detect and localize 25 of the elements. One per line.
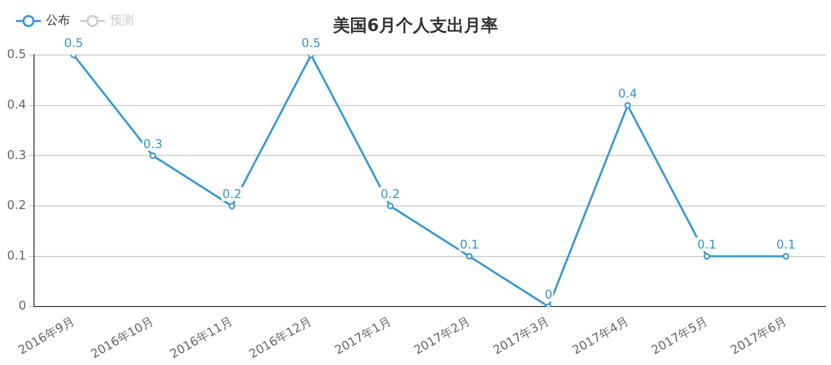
point <box>386 202 394 210</box>
data-label: 0.3 <box>143 136 162 151</box>
data-label: 0.1 <box>460 237 479 252</box>
data-label: 0.1 <box>697 237 716 252</box>
y-tick-label: 0.5 <box>6 47 26 62</box>
data-label: 0.1 <box>776 237 796 252</box>
point <box>150 152 156 159</box>
data-label: 0 <box>544 288 552 302</box>
y-tick-label: 0.4 <box>6 97 26 112</box>
data-label: 0.2 <box>222 187 242 202</box>
y-tick-label: 0.3 <box>6 148 26 162</box>
chart-title: 美国6月个人支出月率 <box>333 16 498 36</box>
legend-label: 公布 <box>46 12 70 29</box>
point <box>228 202 236 210</box>
point <box>466 253 473 260</box>
point <box>782 253 790 260</box>
data-label: 0.2 <box>380 187 400 202</box>
y-tick-label: 0 <box>18 298 26 313</box>
data-label: 0.5 <box>64 36 84 50</box>
point <box>704 253 710 260</box>
y-tick-label: 0.2 <box>6 198 26 212</box>
point <box>624 102 631 109</box>
data-label: 0.5 <box>302 36 321 50</box>
data-label: 0.4 <box>618 86 638 100</box>
y-tick-label: 0.1 <box>6 248 26 262</box>
